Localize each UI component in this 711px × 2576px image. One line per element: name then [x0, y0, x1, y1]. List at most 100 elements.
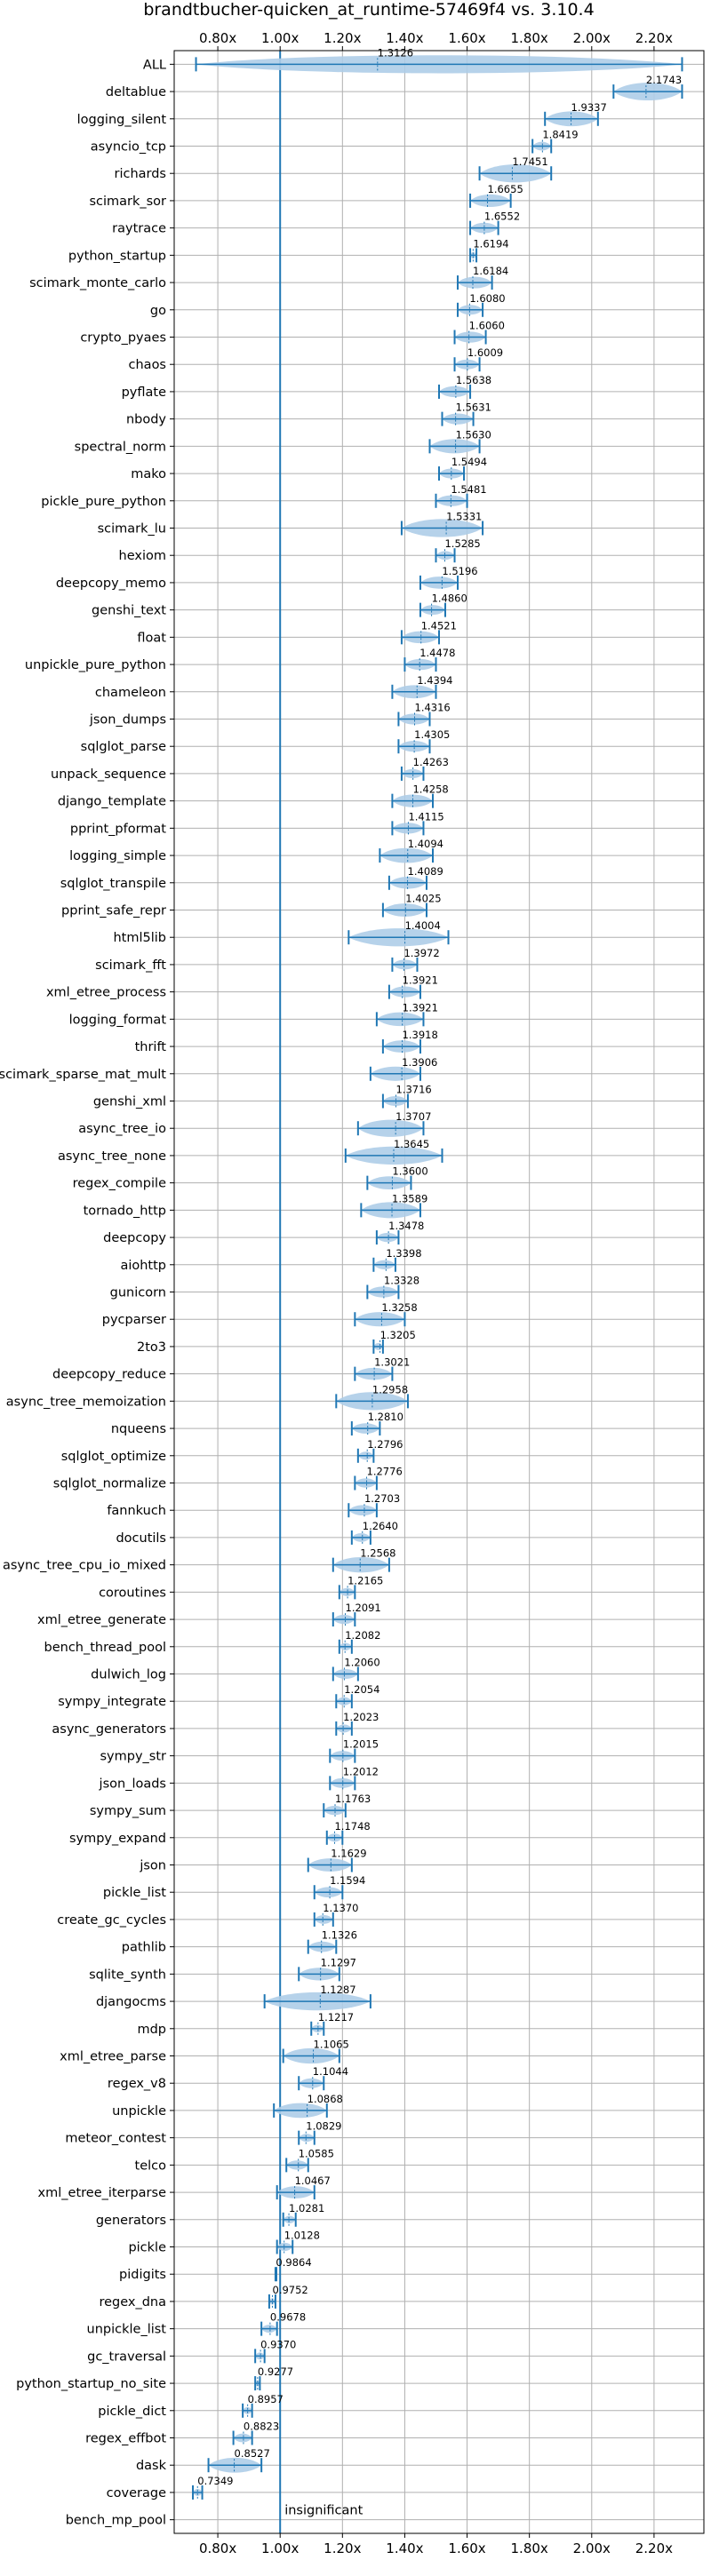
benchmark-label: chameleon [95, 686, 166, 700]
benchmark-label: raytrace [112, 222, 166, 236]
value-label: 1.5196 [442, 565, 477, 577]
value-label: 1.0467 [295, 2174, 331, 2187]
value-label: 1.1370 [323, 1902, 358, 1914]
benchmark-label: bench_thread_pool [44, 1641, 166, 1655]
value-label: 1.4258 [412, 783, 448, 796]
benchmark-label: coroutines [99, 1586, 166, 1600]
value-label: 1.5631 [456, 402, 491, 414]
benchmark-label: dask [136, 2459, 167, 2473]
value-label: 1.4305 [414, 728, 450, 741]
value-label: 2.1743 [646, 74, 682, 86]
benchmark-label: spectral_norm [75, 440, 166, 454]
benchmark-label: pprint_safe_repr [61, 904, 166, 918]
benchmark-label: richards [114, 167, 166, 181]
benchmark-label: scimark_monte_carlo [29, 276, 166, 290]
value-label: 1.6552 [484, 211, 520, 223]
benchmark-label: fannkuch [107, 1504, 166, 1518]
benchmark-label: gc_traversal [87, 2349, 166, 2364]
value-label: 1.5481 [451, 483, 486, 496]
value-label: 1.0585 [299, 2147, 334, 2159]
x-tick-label-bottom: 1.00x [261, 2540, 299, 2556]
benchmark-label: async_generators [52, 1722, 166, 1737]
benchmark-label: ALL [143, 58, 166, 72]
insignificant-label: insignificant [284, 2504, 363, 2518]
value-label: 1.6655 [488, 183, 523, 195]
x-tick-label-bottom: 2.00x [573, 2540, 611, 2556]
benchmark-label: docutils [116, 1531, 166, 1546]
benchmark-label: xml_etree_iterparse [38, 2186, 167, 2200]
x-tick-label-top: 2.20x [635, 30, 673, 46]
x-tick-label-bottom: 2.20x [635, 2540, 673, 2556]
labels: 0.80x 0.80x 1.00x 1.00x 1.20x 1.20x 1.40x 1.40x… [0, 30, 682, 2556]
benchmark-label: unpickle_pure_python [25, 658, 166, 672]
value-label: 1.2703 [364, 1492, 400, 1505]
value-label: 1.3328 [384, 1275, 419, 1287]
value-label: 0.9678 [270, 2311, 306, 2324]
value-label: 1.4115 [408, 810, 443, 823]
benchmark-label: generators [96, 2214, 166, 2228]
value-label: 1.3918 [403, 1029, 438, 1041]
benchmark-label: nbody [126, 413, 166, 427]
x-tick-label-bottom: 1.40x [386, 2540, 423, 2556]
value-label: 1.2640 [363, 1520, 398, 1532]
x-tick-label-bottom: 0.80x [199, 2540, 236, 2556]
value-label: 1.1044 [313, 2065, 348, 2078]
benchmark-label: bench_mp_pool [66, 2514, 166, 2528]
value-label: 0.9864 [276, 2256, 311, 2269]
value-label: 1.3972 [403, 947, 439, 959]
value-label: 1.5638 [456, 374, 491, 386]
benchmark-label: go [150, 304, 166, 318]
value-label: 1.2015 [343, 1738, 379, 1751]
value-label: 1.3921 [403, 1001, 438, 1014]
value-label: 1.1297 [321, 1956, 356, 1968]
x-tick-label-top: 1.00x [261, 30, 299, 46]
x-tick-label-top: 0.80x [199, 30, 236, 46]
value-label: 0.8957 [248, 2393, 284, 2405]
value-label: 1.0128 [284, 2230, 320, 2242]
benchmark-label: sqlglot_transpile [60, 877, 166, 891]
value-label: 1.6060 [469, 320, 505, 332]
benchmark-label: json [139, 1859, 166, 1873]
value-label: 1.3921 [403, 974, 438, 987]
value-label: 1.6080 [469, 292, 505, 305]
benchmark-label: json_dumps [89, 713, 166, 727]
plot-frame [173, 50, 705, 2534]
benchmark-label: asyncio_tcp [91, 140, 166, 155]
benchmark-label: xml_etree_parse [60, 2050, 166, 2064]
benchmark-label: async_tree_io [78, 1122, 166, 1136]
value-label: 1.1594 [330, 1874, 365, 1887]
chart-title: brandtbucher-quicken_at_runtime-57469f4 … [143, 0, 594, 20]
value-label: 1.7451 [512, 155, 547, 168]
value-label: 1.6184 [473, 265, 508, 277]
benchmark-label: unpickle_list [87, 2323, 167, 2337]
value-label: 1.4094 [408, 838, 443, 850]
value-label: 1.3258 [381, 1301, 417, 1314]
value-label: 1.2054 [344, 1683, 379, 1696]
benchmark-label: sympy_integrate [58, 1695, 166, 1709]
benchmark-label: nqueens [111, 1422, 166, 1436]
benchmark-label: scimark_fft [95, 958, 166, 973]
benchmark-label: deepcopy [103, 1231, 166, 1245]
value-label: 1.2023 [343, 1711, 379, 1723]
value-label: 1.3645 [394, 1138, 429, 1150]
value-label: 1.3478 [388, 1220, 424, 1232]
value-label: 1.2082 [345, 1629, 380, 1642]
value-label: 1.1065 [314, 2039, 349, 2051]
benchmark-label: create_gc_cycles [57, 1913, 166, 1928]
benchmark-label: sqlite_synth [89, 1968, 166, 1982]
benchmark-label: sympy_str [100, 1750, 167, 1764]
benchmark-label: pycparser [102, 1313, 166, 1327]
benchmark-label: sympy_expand [69, 1832, 166, 1846]
benchmark-label: 2to3 [137, 1340, 166, 1355]
benchmark-label: async_tree_cpu_io_mixed [3, 1559, 166, 1573]
value-label: 1.2165 [348, 1574, 383, 1586]
benchmark-label: coverage [107, 2486, 166, 2500]
benchmark-label: xml_etree_process [46, 986, 166, 1000]
value-label: 1.2796 [367, 1438, 403, 1451]
value-label: 1.3398 [386, 1247, 421, 1260]
x-tick-label-bottom: 1.20x [324, 2540, 361, 2556]
value-label: 1.5494 [451, 456, 487, 468]
benchmark-label: pickle_dict [98, 2405, 166, 2419]
